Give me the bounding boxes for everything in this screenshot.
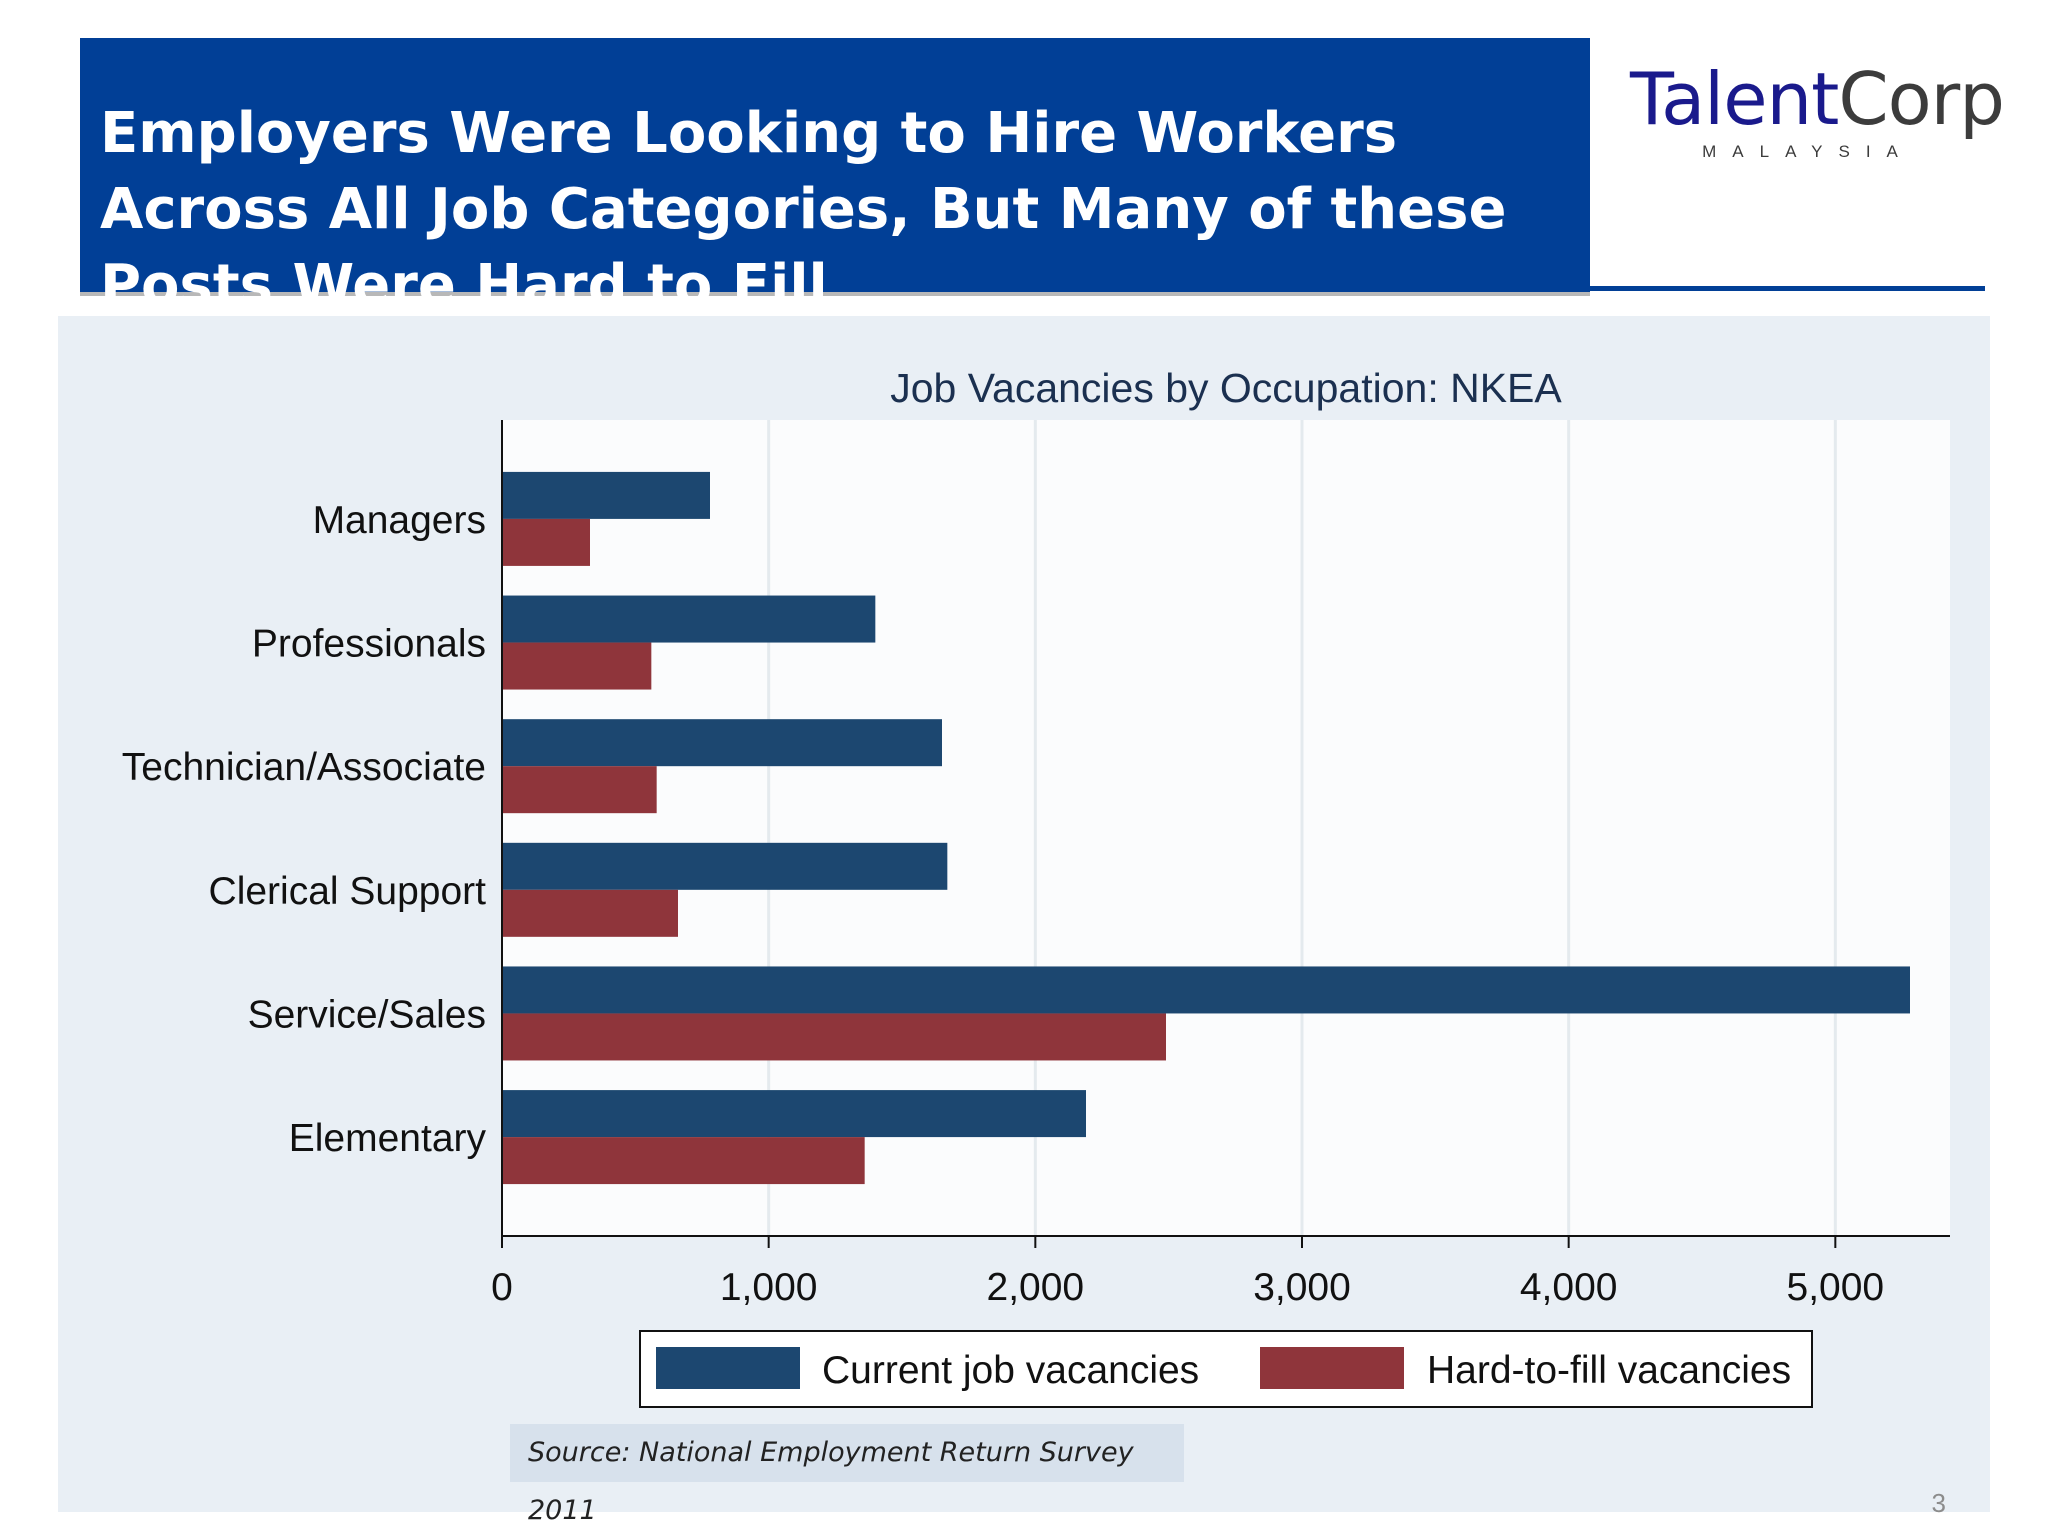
bar-hard-2 [502,766,657,814]
bars [502,471,1910,1185]
bar-current-0 [502,471,710,519]
category-label: Clerical Support [209,870,487,913]
logo-wordmark: TalentCorp [1630,57,2005,141]
logo-talent: Talent [1630,57,1839,141]
source-note: Source: National Employment Return Surve… [510,1424,1184,1526]
bar-current-4 [502,966,1910,1014]
page-number: 3 [1931,1488,1946,1518]
x-tick-label: 5,000 [1787,1266,1885,1309]
x-tick-label: 2,000 [987,1266,1085,1309]
legend-swatch-hard [1260,1347,1404,1389]
logo-subtitle: MALAYSIA [1702,142,1914,161]
bar-current-1 [502,595,876,643]
legend: Current job vacancies Hard-to-fill vacan… [639,1330,1813,1408]
x-tick-label: 1,000 [720,1266,818,1309]
bar-hard-5 [502,1137,865,1185]
bar-hard-0 [502,518,590,566]
category-label: Service/Sales [248,993,486,1036]
x-tick-label: 3,000 [1253,1266,1351,1309]
talentcorp-logo: TalentCorp MALAYSIA [1630,57,2005,168]
x-ticks: 0 1,000 2,000 3,000 4,000 5,000 [491,1236,1884,1309]
bar-current-2 [502,719,942,767]
legend-swatch-current [656,1347,800,1389]
x-tick-label: 0 [491,1266,513,1309]
bar-hard-3 [502,889,678,937]
category-label: Elementary [289,1117,487,1160]
bar-current-3 [502,842,948,890]
slide-header: Employers Were Looking to Hire Workers A… [80,38,1590,318]
chart-title: Job Vacancies by Occupation: NKEA [890,365,1562,411]
category-labels: Managers Professionals Technician/Associat… [122,499,487,1160]
legend-box [639,1330,1813,1408]
bar-current-5 [502,1090,1086,1138]
category-label: Professionals [252,623,486,666]
x-tick-label: 4,000 [1520,1266,1618,1309]
legend-label-hard: Hard-to-fill vacancies [1427,1349,1791,1392]
legend-label-current: Current job vacancies [822,1349,1199,1392]
bar-hard-4 [502,1013,1166,1061]
category-label: Technician/Associate [122,746,486,789]
header-rule [1590,286,1985,291]
slide-title: Employers Were Looking to Hire Workers A… [100,101,1507,318]
logo-corp: Corp [1838,57,2005,141]
bar-hard-1 [502,642,652,690]
category-label: Managers [313,499,486,542]
